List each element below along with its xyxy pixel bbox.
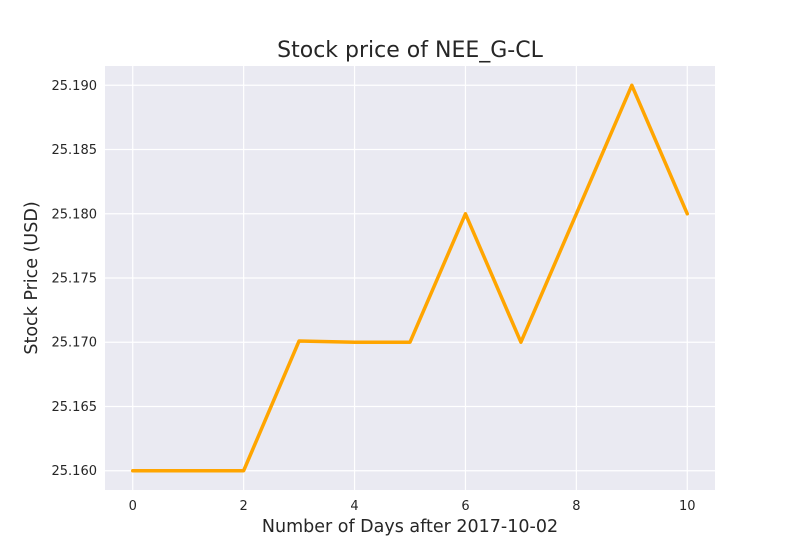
chart-title: Stock price of NEE_G-CL xyxy=(277,38,543,63)
x-tick-label: 10 xyxy=(679,499,696,514)
y-tick-label: 25.160 xyxy=(52,464,98,479)
x-tick-label: 6 xyxy=(461,499,469,514)
y-tick-label: 25.190 xyxy=(52,79,98,94)
x-tick-label: 0 xyxy=(129,499,137,514)
x-axis-label: Number of Days after 2017-10-02 xyxy=(262,517,558,537)
x-tick-label: 2 xyxy=(239,499,247,514)
y-tick-label: 25.180 xyxy=(52,207,98,222)
x-tick-label: 4 xyxy=(350,499,358,514)
y-tick-label: 25.170 xyxy=(52,336,98,351)
x-tick-label: 8 xyxy=(572,499,580,514)
y-tick-label: 25.165 xyxy=(52,400,98,415)
y-tick-label: 25.175 xyxy=(52,272,98,287)
y-tick-labels: 25.160 25.165 25.170 25.175 25.180 25.185 25.1… xyxy=(52,79,98,479)
x-tick-labels: 0 2 4 6 8 10 xyxy=(129,499,696,514)
y-tick-label: 25.185 xyxy=(52,143,98,158)
y-axis-label: Stock Price (USD) xyxy=(22,201,42,354)
